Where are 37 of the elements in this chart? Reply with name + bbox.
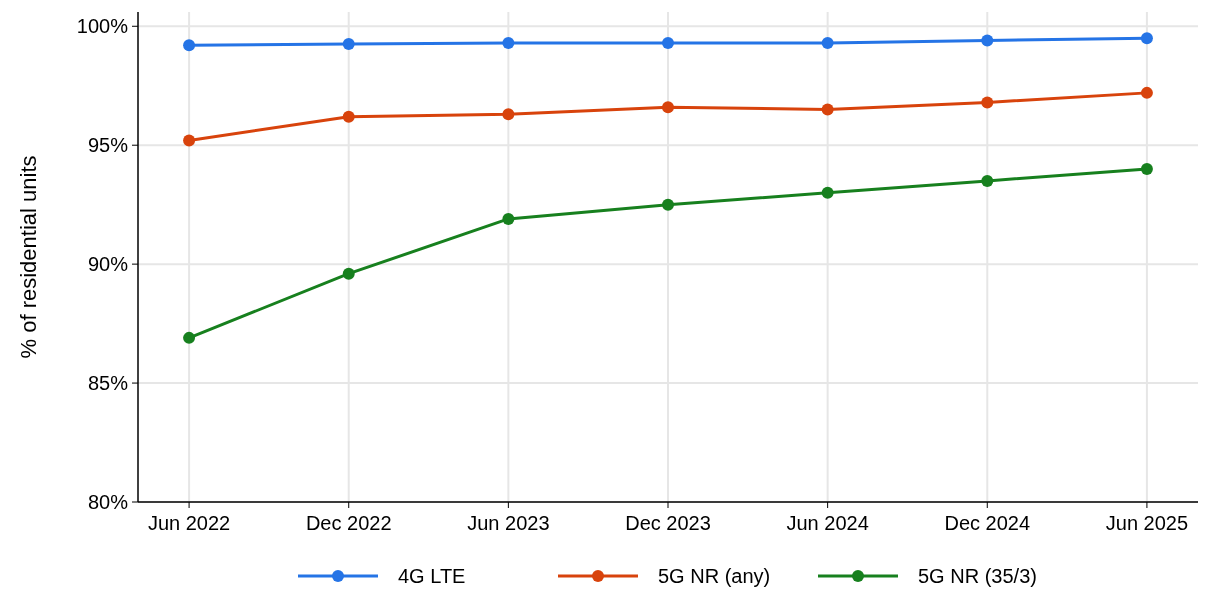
point (1140, 32, 1153, 45)
point (183, 39, 196, 52)
x-tick-label: Jun 2024 (786, 512, 869, 534)
y-tick-label: 95% (87, 134, 129, 157)
point (981, 34, 994, 47)
point (183, 134, 196, 147)
x-tick-label: Dec 2023 (625, 512, 711, 534)
point (821, 186, 834, 199)
legend-label: 5G NR (35/3) (918, 565, 1037, 587)
point (342, 110, 355, 123)
point (662, 101, 674, 114)
point (981, 174, 994, 187)
x-tick-label: Dec 2024 (944, 512, 1031, 534)
y-tick-label: 80% (87, 491, 129, 513)
point (342, 267, 355, 280)
point (502, 212, 515, 225)
y-tick-label: 90% (87, 253, 129, 276)
x-tick-label: Jun 2022 (147, 512, 231, 534)
point (1140, 162, 1153, 175)
legend-label: 5G NR (any) (658, 565, 771, 587)
point (821, 36, 834, 49)
point (981, 96, 994, 109)
point (1140, 86, 1153, 99)
x-tick-label: Jun 2023 (467, 512, 550, 534)
point (662, 36, 674, 49)
y-tick-label: 85% (87, 372, 129, 395)
point (183, 331, 196, 344)
y-axis-title: % of residential units (16, 155, 41, 359)
point (502, 36, 515, 49)
point (821, 103, 834, 116)
y-tick-label: 100% (76, 15, 129, 38)
legend-label: 4G LTE (398, 565, 466, 587)
point (502, 108, 515, 121)
point (662, 198, 674, 211)
x-tick-label: Dec 2022 (305, 512, 392, 534)
x-tick-label: Jun 2025 (1105, 512, 1189, 534)
point (342, 38, 355, 51)
